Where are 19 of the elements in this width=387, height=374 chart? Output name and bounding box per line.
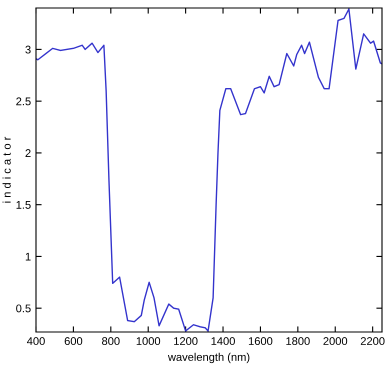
x-tick-label: 2200	[360, 337, 385, 346]
y-tick-label: 2	[26, 149, 31, 157]
x-tick-label: 1400	[212, 337, 235, 346]
x-tick-label: 600	[64, 337, 82, 346]
line-series	[36, 8, 382, 332]
y-tick-label: 3	[25, 46, 31, 54]
x-tick-label: 1200	[174, 337, 198, 346]
x-axis-title: wavelength (nm)	[168, 352, 250, 364]
x-tick-label: 800	[102, 337, 120, 346]
x-tick-label: 1800	[286, 337, 310, 346]
x-tick-label: 1000	[136, 337, 160, 346]
y-axis-title: i n d i c a t o r	[2, 136, 11, 203]
y-tick-label: 0.5	[16, 304, 31, 312]
y-tick-label: 2.5	[16, 97, 31, 106]
x-tick-label: 2000	[323, 337, 348, 346]
y-tick-label: 1.5	[16, 201, 31, 209]
x-tick-label: 1600	[248, 337, 272, 346]
x-tick-label: 400	[26, 337, 45, 346]
y-tick-label: 1	[26, 252, 31, 260]
